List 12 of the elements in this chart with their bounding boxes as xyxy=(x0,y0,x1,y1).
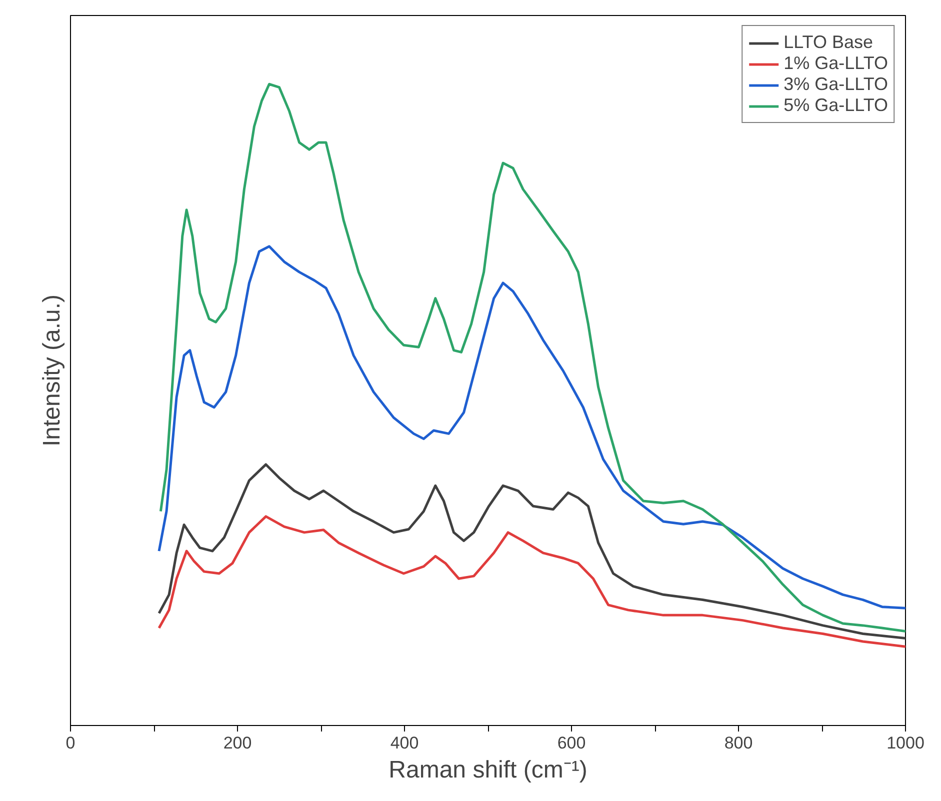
x-tick-label: 0 xyxy=(66,734,76,752)
x-axis-title: Raman shift (cm⁻¹) xyxy=(388,756,588,784)
x-tick-label: 200 xyxy=(223,734,252,752)
legend-label: 3% Ga-LLTO xyxy=(784,74,888,95)
legend-label: 5% Ga-LLTO xyxy=(784,95,888,116)
x-tick-label: 600 xyxy=(557,734,586,752)
x-tick-label: 800 xyxy=(724,734,753,752)
legend-label: 1% Ga-LLTO xyxy=(784,53,888,74)
x-tick-label: 400 xyxy=(390,734,419,752)
y-axis-title: Intensity (a.u.) xyxy=(38,294,66,447)
x-tick-label: 1000 xyxy=(886,734,924,752)
legend-label: LLTO Base xyxy=(784,32,873,53)
